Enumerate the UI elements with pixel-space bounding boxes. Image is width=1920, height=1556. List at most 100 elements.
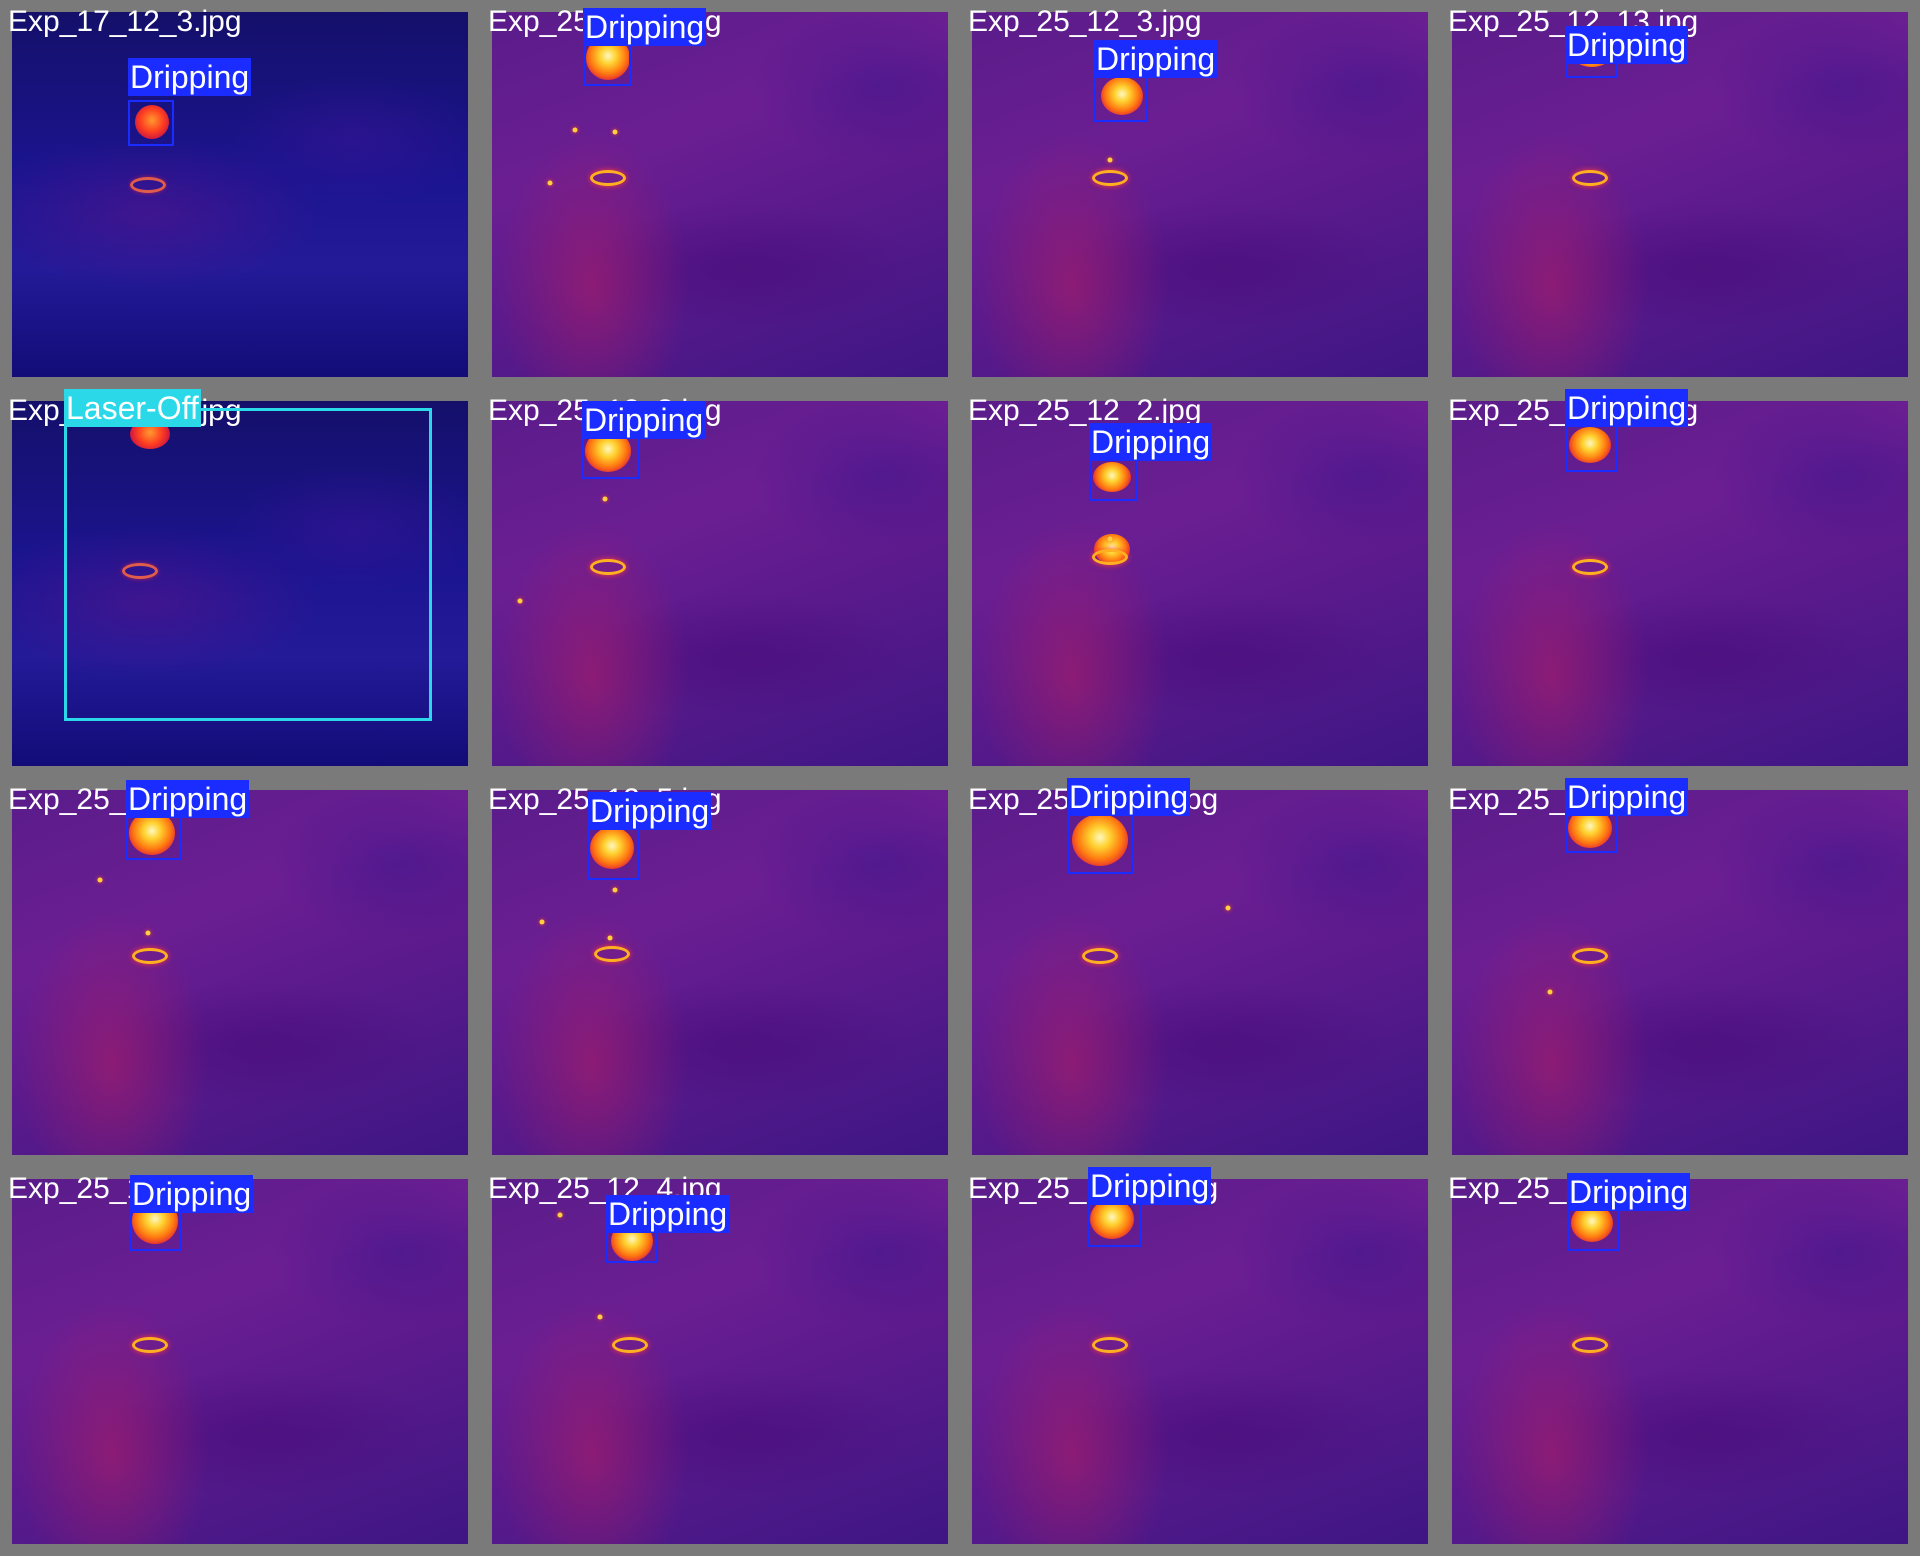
detection-label: Dripping	[1567, 1173, 1691, 1211]
thermal-image	[12, 1179, 468, 1544]
mosaic-tile: Exp_25_12_3.jpg Dripping	[960, 0, 1440, 389]
melt-pool-ring	[590, 170, 626, 186]
detection-label: Dripping	[606, 1195, 730, 1233]
melt-pool-ring	[1572, 559, 1608, 575]
spatter-spark	[97, 877, 103, 883]
thermal-image	[492, 790, 948, 1155]
mosaic-tile: Exp_25_12_4.jpg Dripping	[480, 1167, 960, 1556]
thermal-background	[1452, 1179, 1908, 1544]
thermal-image	[1452, 790, 1908, 1155]
melt-pool-ring	[1572, 948, 1608, 964]
thermal-image	[1452, 12, 1908, 377]
thermal-background	[972, 1179, 1428, 1544]
detection-label: Dripping	[126, 780, 250, 818]
mosaic-tile: Exp_25_12_2.jpg Dripping	[960, 389, 1440, 778]
detection-label: Dripping	[1089, 423, 1213, 461]
detection-label: Dripping	[128, 58, 252, 96]
spatter-spark	[557, 1212, 563, 1218]
melt-pool-ring	[130, 177, 166, 193]
detection-box	[588, 824, 640, 880]
molten-droplet	[1569, 427, 1611, 463]
melt-pool-ring	[1572, 170, 1608, 186]
spatter-spark	[612, 129, 618, 135]
spatter-spark	[597, 1314, 603, 1320]
thermal-background	[1452, 12, 1908, 377]
molten-droplet	[135, 105, 169, 139]
spatter-spark	[572, 127, 578, 133]
melt-pool-ring	[590, 559, 626, 575]
thermal-image	[972, 401, 1428, 766]
spatter-spark	[602, 496, 608, 502]
melt-pool-ring	[1572, 1337, 1608, 1353]
thermal-background	[12, 790, 468, 1155]
spatter-spark	[547, 180, 553, 186]
detection-label: Dripping	[582, 401, 706, 439]
molten-droplet	[1093, 462, 1131, 492]
thermal-image	[12, 401, 468, 766]
melt-pool-ring	[122, 563, 158, 579]
detection-box	[128, 100, 174, 146]
thermal-image	[1452, 401, 1908, 766]
detection-label: Laser-Off	[64, 389, 201, 427]
detection-label: Dripping	[1565, 26, 1689, 64]
thermal-background	[1452, 790, 1908, 1155]
spatter-spark	[1225, 905, 1231, 911]
mosaic-tile: Exp_25_12_13.jpg Dripping	[1440, 0, 1920, 389]
image-filename: Exp_25_12_3.jpg	[968, 5, 1202, 38]
detection-label: Dripping	[1067, 778, 1191, 816]
thermal-background	[972, 401, 1428, 766]
detection-label: Dripping	[1565, 778, 1689, 816]
mosaic-tile: Exp_25_13_4.jpgLaser-Off	[0, 389, 480, 778]
detection-label: Dripping	[1088, 1167, 1212, 1205]
thermal-background	[492, 401, 948, 766]
detection-box	[64, 408, 432, 721]
melt-pool-ring	[1082, 948, 1118, 964]
detection-label: Dripping	[130, 1175, 254, 1213]
detection-box	[1565, 422, 1617, 472]
melt-pool-ring	[1092, 1337, 1128, 1353]
molten-droplet	[1101, 77, 1143, 115]
thermal-background	[1452, 401, 1908, 766]
detection-label: Dripping	[1565, 389, 1689, 427]
thermal-background	[12, 1179, 468, 1544]
image-filename: Exp_17_12_3.jpg	[8, 5, 242, 38]
melt-pool-ring	[1092, 170, 1128, 186]
detection-label: Dripping	[1094, 40, 1218, 78]
melt-pool-ring	[612, 1337, 648, 1353]
thermal-image	[492, 401, 948, 766]
spatter-spark	[1107, 157, 1113, 163]
spatter-spark	[612, 887, 618, 893]
thermal-image	[972, 1179, 1428, 1544]
detection-label: Dripping	[583, 8, 707, 46]
molten-droplet	[1072, 814, 1128, 866]
spatter-spark	[1547, 989, 1553, 995]
spatter-spark	[145, 930, 151, 936]
spatter-spark	[607, 935, 613, 941]
melt-pool-ring	[1092, 549, 1128, 565]
spatter-spark	[1107, 536, 1113, 542]
detection-label: Dripping	[588, 792, 712, 830]
thermal-background	[492, 12, 948, 377]
thermal-background	[972, 790, 1428, 1155]
spatter-spark	[517, 598, 523, 604]
thermal-image	[12, 790, 468, 1155]
thermal-image	[492, 12, 948, 377]
molten-droplet	[590, 827, 634, 869]
melt-pool-ring	[132, 1337, 168, 1353]
thermal-background	[492, 1179, 948, 1544]
spatter-spark	[539, 919, 545, 925]
detection-box	[1094, 74, 1148, 122]
molten-droplet	[1090, 1199, 1134, 1239]
mosaic-tile: Exp_17_12_3.jpg Dripping	[0, 0, 480, 389]
thermal-image	[972, 790, 1428, 1155]
